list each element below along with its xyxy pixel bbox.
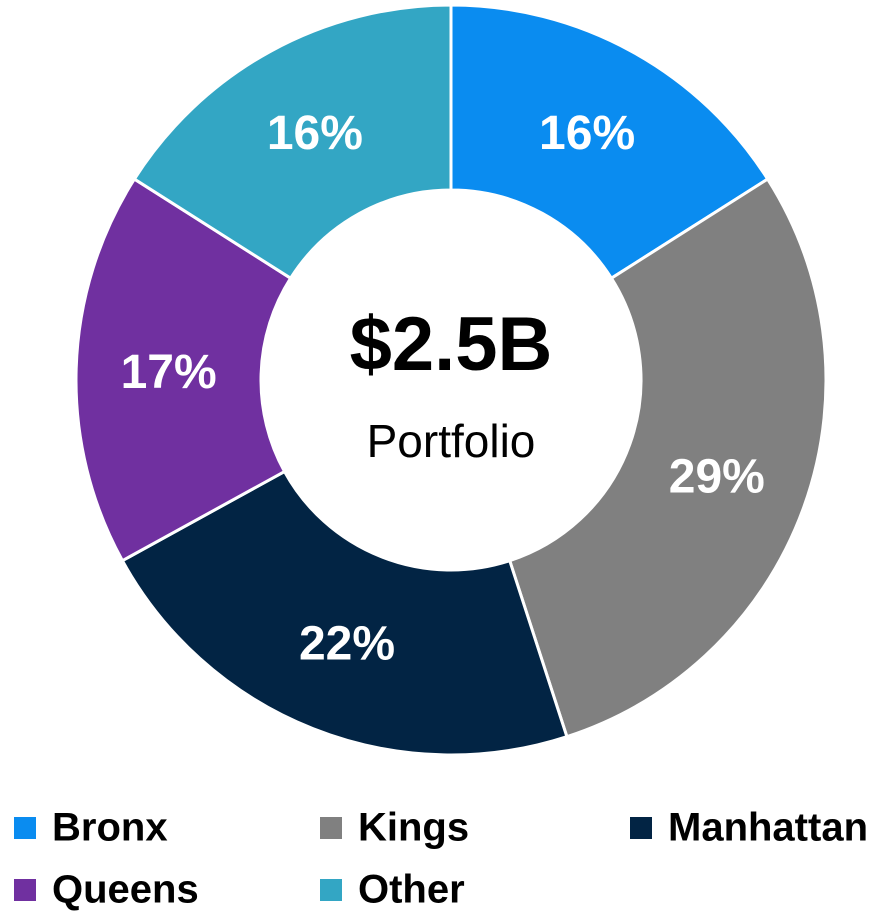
legend-label: Other [358, 868, 465, 912]
value-label: 16% [539, 107, 635, 160]
legend-label: Manhattan [668, 806, 868, 850]
center-subtitle: Portfolio [367, 415, 536, 467]
value-label: 16% [267, 107, 363, 160]
legend-swatch [14, 879, 36, 901]
legend-label: Bronx [52, 806, 168, 850]
center-title: $2.5B [350, 302, 553, 387]
slice [449, 3, 770, 281]
legend-label: Queens [52, 868, 199, 912]
value-label: 17% [121, 346, 217, 399]
slice [74, 176, 293, 563]
legend-swatch [320, 879, 342, 901]
slice [507, 176, 828, 739]
slice [132, 3, 453, 281]
value-label: 22% [299, 617, 395, 670]
legend-swatch [320, 817, 342, 839]
value-label: 29% [669, 450, 765, 503]
slice [120, 469, 569, 757]
legend-label: Kings [358, 806, 469, 850]
legend-swatch [14, 817, 36, 839]
legend-swatch [630, 817, 652, 839]
